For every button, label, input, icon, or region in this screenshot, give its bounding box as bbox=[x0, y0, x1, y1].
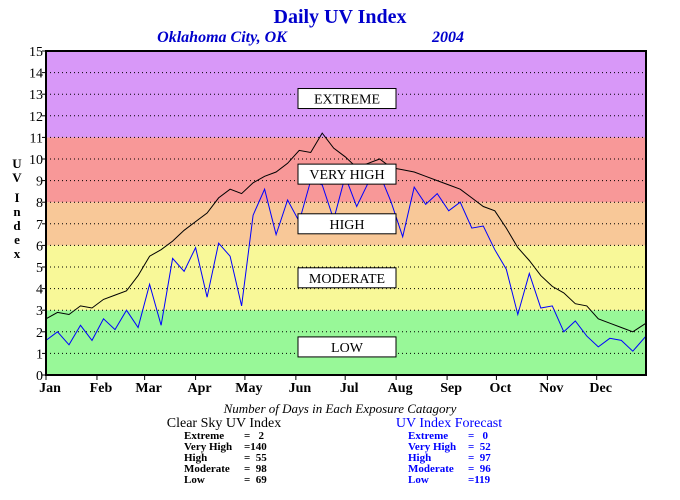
band-label: LOW bbox=[331, 341, 364, 356]
y-tick-label: 9 bbox=[36, 175, 43, 190]
y-tick-label: 7 bbox=[36, 218, 43, 233]
forecast-row-value: = 97 bbox=[468, 452, 491, 464]
y-axis-label-letter: e bbox=[14, 232, 20, 247]
chart-subtitle-location: Oklahoma City, OK bbox=[157, 29, 288, 46]
y-tick-label: 10 bbox=[29, 153, 43, 168]
clear-sky-row-value: = 69 bbox=[244, 474, 267, 486]
y-tick-label: 11 bbox=[30, 131, 43, 146]
plot-frame bbox=[45, 50, 647, 376]
chart-subtitle-year: 2004 bbox=[431, 29, 464, 46]
y-axis-label-letter: V bbox=[12, 170, 22, 185]
x-tick-label: Jul bbox=[340, 381, 359, 396]
clear-sky-uv-line bbox=[45, 132, 647, 333]
legend-title: Number of Days in Each Exposure Catagory bbox=[223, 401, 457, 416]
band-label: MODERATE bbox=[309, 272, 385, 287]
forecast-row-value: = 52 bbox=[468, 441, 491, 453]
x-axis: Jan Feb Mar Apr May Jun Jul Aug Sep Oct Nov Dec bbox=[39, 375, 612, 396]
y-tick-label: 12 bbox=[29, 110, 43, 125]
band-label-box bbox=[297, 163, 397, 185]
y-axis-label-letter: d bbox=[13, 218, 21, 233]
band-label-box bbox=[297, 267, 397, 289]
clear-sky-row-value: =140 bbox=[244, 441, 267, 453]
band-labels: LOW MODERATE HIGH VERY HIGH EXTREME bbox=[297, 88, 397, 358]
clear-sky-row-value: = 2 bbox=[244, 430, 265, 442]
y-axis-label-letter: n bbox=[13, 204, 21, 219]
y-tick-label: 14 bbox=[29, 67, 43, 82]
y-tick-label: 15 bbox=[29, 45, 43, 60]
forecast-row-value: = 0 bbox=[468, 430, 489, 442]
y-tick-label: 8 bbox=[36, 196, 43, 211]
clear-sky-row-label: Moderate bbox=[184, 463, 230, 475]
band-label-box bbox=[297, 336, 397, 358]
forecast-row-value: =119 bbox=[468, 474, 491, 486]
forecast-row-label: Very High bbox=[408, 441, 456, 453]
gridlines bbox=[46, 72, 646, 354]
y-tick-label: 0 bbox=[36, 369, 43, 384]
clear-sky-row-label: Extreme bbox=[184, 430, 224, 442]
y-axis-label-letter: x bbox=[14, 246, 21, 261]
x-tick-label: Jan bbox=[39, 381, 61, 396]
forecast-row-label: High bbox=[408, 452, 431, 464]
y-tick-label: 1 bbox=[36, 347, 43, 362]
clear-sky-heading: Clear Sky UV Index bbox=[167, 416, 281, 431]
y-tick-label: 3 bbox=[36, 304, 43, 319]
forecast-row-value: = 96 bbox=[468, 463, 491, 475]
x-tick-label: Dec bbox=[589, 381, 612, 396]
x-tick-label: Jun bbox=[289, 381, 312, 396]
clear-sky-row-value: = 55 bbox=[244, 452, 267, 464]
band-label-box bbox=[297, 88, 397, 110]
x-tick-label: Oct bbox=[490, 381, 512, 396]
x-tick-label: Aug bbox=[388, 381, 413, 396]
clear-sky-row-value: = 98 bbox=[244, 463, 267, 475]
y-axis-label-letter: I bbox=[14, 190, 19, 205]
x-tick-label: Sep bbox=[440, 381, 462, 396]
forecast-heading: UV Index Forecast bbox=[396, 416, 502, 431]
forecast-row-label: Extreme bbox=[408, 430, 448, 442]
band-label: EXTREME bbox=[314, 93, 380, 108]
y-axis-label-letter: U bbox=[12, 156, 22, 171]
clear-sky-row-label: Low bbox=[184, 474, 205, 486]
y-tick-label: 2 bbox=[36, 326, 43, 341]
y-tick-label: 4 bbox=[36, 283, 43, 298]
x-tick-label: Mar bbox=[135, 381, 161, 396]
x-tick-label: Feb bbox=[90, 381, 113, 396]
band-label-box bbox=[297, 213, 397, 235]
y-tick-label: 5 bbox=[36, 261, 43, 276]
y-tick-label: 13 bbox=[29, 88, 43, 103]
clear-sky-row-label: High bbox=[184, 452, 207, 464]
x-tick-label: Nov bbox=[539, 381, 563, 396]
x-tick-label: Apr bbox=[188, 381, 212, 396]
forecast-row-label: Low bbox=[408, 474, 429, 486]
legend-rows: Extreme = 2 Very High =140 High = 55 Moderate =… bbox=[184, 430, 491, 486]
band-label: HIGH bbox=[330, 218, 365, 233]
clear-sky-row-label: Very High bbox=[184, 441, 232, 453]
band-label: VERY HIGH bbox=[309, 168, 384, 183]
forecast-row-label: Moderate bbox=[408, 463, 454, 475]
y-tick-label: 6 bbox=[36, 239, 43, 254]
x-tick-label: May bbox=[235, 381, 262, 396]
chart-title: Daily UV Index bbox=[274, 6, 407, 28]
